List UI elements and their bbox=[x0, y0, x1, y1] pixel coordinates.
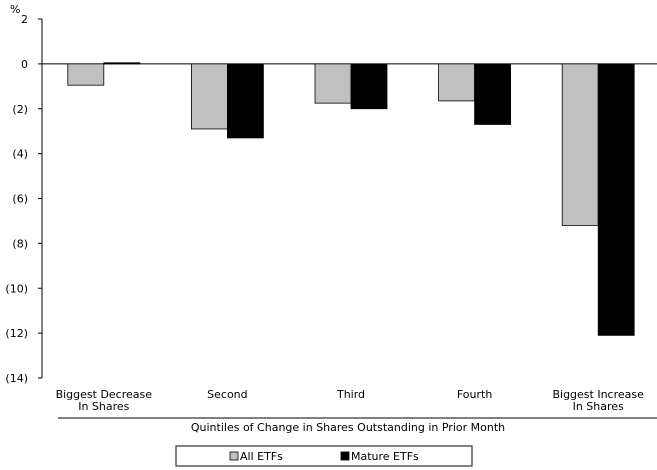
y-tick-label: (4) bbox=[12, 148, 28, 161]
y-tick-label: 0 bbox=[21, 58, 28, 71]
legend-label: All ETFs bbox=[240, 450, 283, 463]
y-tick-label: (10) bbox=[5, 282, 28, 295]
y-tick-label: 2 bbox=[21, 13, 28, 26]
category-label: In Shares bbox=[573, 400, 624, 413]
category-label: Second bbox=[207, 388, 247, 401]
category-label: Biggest Decrease bbox=[56, 388, 153, 401]
y-tick-label: (2) bbox=[12, 103, 28, 116]
y-tick-label: (6) bbox=[12, 193, 28, 206]
x-axis-label: Quintiles of Change in Shares Outstandin… bbox=[191, 421, 505, 434]
bar-mature-etfs bbox=[597, 63, 635, 336]
y-tick-label: (14) bbox=[5, 372, 28, 385]
legend-label: Mature ETFs bbox=[351, 450, 419, 463]
category-label: Third bbox=[336, 388, 365, 401]
legend: All ETFs Mature ETFs bbox=[175, 445, 473, 467]
bars bbox=[67, 62, 635, 336]
bar-all-etfs bbox=[314, 63, 352, 104]
bar-all-etfs bbox=[438, 63, 476, 102]
y-unit-label: % bbox=[10, 3, 20, 16]
legend-swatch bbox=[340, 451, 350, 461]
category-label: Biggest Increase bbox=[552, 388, 644, 401]
legend-box bbox=[175, 445, 473, 467]
bar-mature-etfs bbox=[474, 63, 512, 125]
bar-mature-etfs bbox=[350, 63, 388, 110]
bar-mature-etfs bbox=[103, 62, 141, 65]
y-tick-label: (8) bbox=[12, 237, 28, 250]
y-tick-label: (12) bbox=[5, 327, 28, 340]
category-label: In Shares bbox=[78, 400, 129, 413]
bar-all-etfs bbox=[67, 63, 105, 86]
legend-swatch bbox=[229, 451, 239, 461]
category-label: Fourth bbox=[457, 388, 492, 401]
bar-mature-etfs bbox=[226, 63, 264, 139]
bar-all-etfs bbox=[190, 63, 228, 130]
bar-all-etfs bbox=[561, 63, 599, 226]
